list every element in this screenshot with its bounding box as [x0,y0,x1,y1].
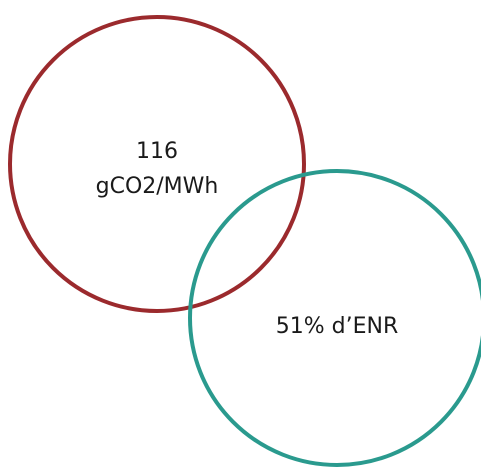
carbon-intensity-circle [8,15,306,313]
carbon-unit-label: gCO2/MWh [96,174,219,199]
renewable-share-circle [188,169,481,467]
renewable-share-label: 51% d’ENR [276,314,399,339]
carbon-value-label: 116 [136,139,178,164]
